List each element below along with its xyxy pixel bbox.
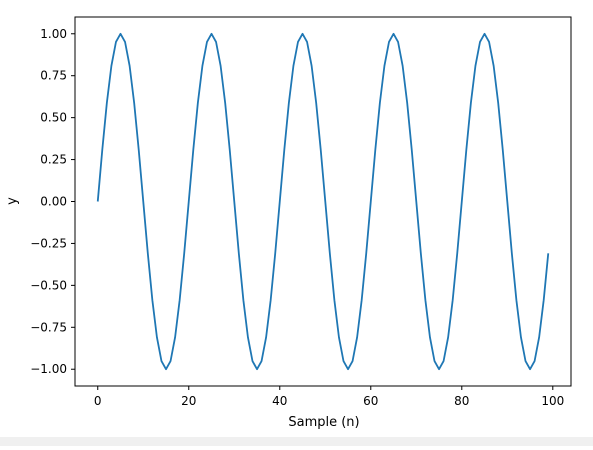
y-axis-label: y xyxy=(5,197,20,205)
window-bottom-strip xyxy=(0,437,593,446)
series-layer xyxy=(96,32,550,371)
y-tick-label: 0.75 xyxy=(40,69,67,83)
y-tick-label: −0.50 xyxy=(30,278,67,292)
x-tick-label: 0 xyxy=(94,394,102,408)
plot-frame xyxy=(74,16,572,387)
y-tick-label: 0.25 xyxy=(40,153,67,167)
y-tick-label: 1.00 xyxy=(40,27,67,41)
x-tick-label: 60 xyxy=(363,394,378,408)
y-tick-label: −0.75 xyxy=(30,320,67,334)
y-tick-label: −1.00 xyxy=(30,362,67,376)
y-tick-label: 0.00 xyxy=(40,195,67,209)
y-axis-ticks: −1.00 −0.75 −0.50 −0.25 0.00 0.25 0.50 0.75 1.00 xyxy=(30,27,75,376)
axes-frame xyxy=(74,16,572,387)
x-tick-label: 80 xyxy=(454,394,469,408)
series-line xyxy=(96,32,550,371)
x-tick-label: 100 xyxy=(541,394,564,408)
x-tick-label: 40 xyxy=(272,394,287,408)
x-axis-ticks: 0 20 40 60 80 100 xyxy=(94,386,564,408)
y-tick-label: −0.25 xyxy=(30,236,67,250)
x-tick-label: 20 xyxy=(181,394,196,408)
y-tick-label: 0.50 xyxy=(40,111,67,125)
x-axis-label: Sample (n) xyxy=(288,415,359,430)
